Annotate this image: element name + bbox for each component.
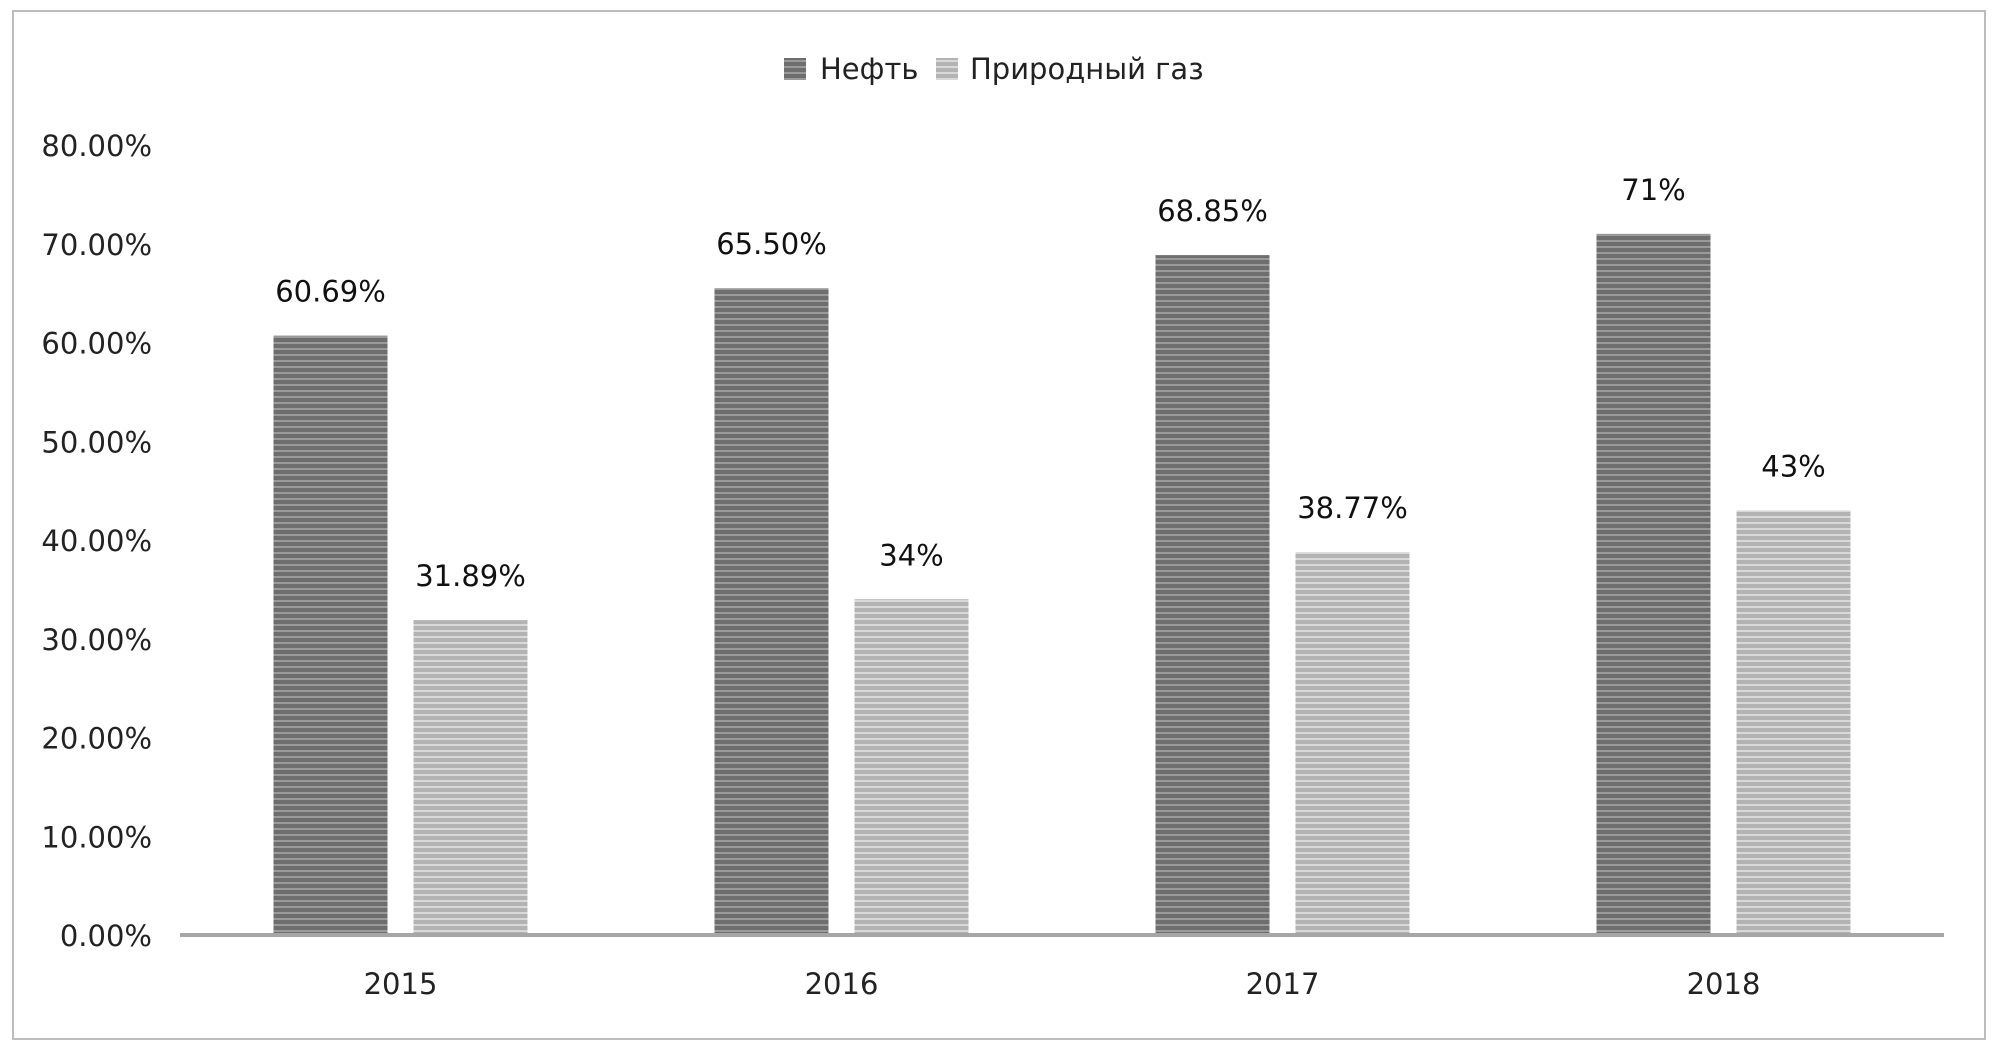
legend-swatch-oil [784,58,806,80]
y-tick-label: 0.00% [60,919,152,953]
data-label: 34% [879,538,943,572]
bar-gas-2016 [854,599,969,935]
data-label: 38.77% [1297,491,1408,525]
data-label: 60.69% [275,275,386,309]
legend-label-gas: Природный газ [970,52,1204,86]
bar-oil-2016 [714,288,829,935]
x-tick-label: 2018 [1687,967,1761,1001]
y-tick-label: 60.00% [41,327,152,361]
data-label: 31.89% [415,559,526,593]
y-tick-label: 20.00% [41,722,152,756]
legend-swatch-gas [936,58,958,80]
bar-gas-2018 [1736,510,1851,935]
y-axis: 0.00% 10.00% 20.00% 30.00% 40.00% 50.00% 60.00… [41,129,152,953]
bar-gas-2015 [413,620,528,935]
bars [273,233,1851,935]
y-tick-label: 40.00% [41,524,152,558]
x-tick-label: 2017 [1246,967,1320,1001]
x-tick-label: 2015 [364,967,438,1001]
bar-gas-2017 [1295,552,1410,935]
data-label: 71% [1621,173,1685,207]
y-tick-label: 80.00% [41,129,152,163]
x-axis: 2015 2016 2017 2018 [364,967,1761,1001]
y-tick-label: 10.00% [41,820,152,854]
x-tick-label: 2016 [805,967,879,1001]
data-labels: 60.69% 31.89% 65.50% 34% 68.85% 38.77% 71% 43% [275,173,1826,593]
bar-oil-2017 [1155,255,1270,935]
legend-label-oil: Нефть [820,52,918,86]
y-tick-label: 70.00% [41,228,152,262]
y-tick-label: 50.00% [41,425,152,459]
legend: Нефть Природный газ [784,52,1204,86]
data-label: 43% [1761,449,1825,483]
bar-oil-2018 [1596,233,1711,935]
data-label: 65.50% [716,227,827,261]
y-tick-label: 30.00% [41,623,152,657]
data-label: 68.85% [1157,194,1268,228]
bar-oil-2015 [273,335,388,935]
